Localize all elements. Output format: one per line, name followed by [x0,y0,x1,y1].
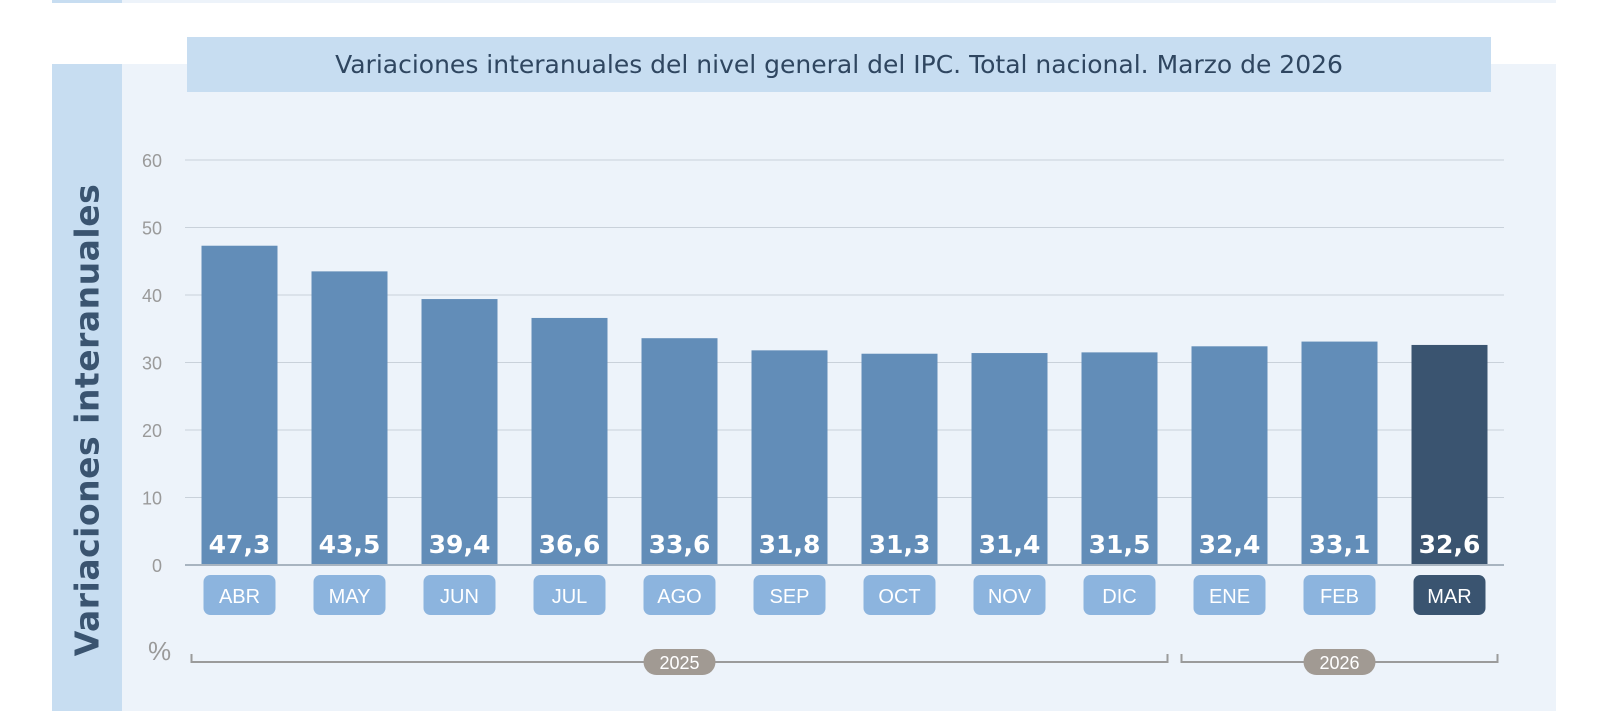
year-badge [643,649,716,675]
bar [751,350,828,565]
bar [531,317,608,565]
year-label: 2025 [659,653,699,673]
x-tick-label: NOV [988,586,1032,608]
category-pill [973,575,1046,615]
category-pill [1413,575,1486,615]
category-pill [423,575,496,615]
bar [641,338,718,565]
bar [1081,352,1158,565]
y-tick-label: 40 [142,286,162,306]
bar [1191,346,1268,565]
x-tick-label: MAY [329,586,371,608]
x-tick-label: ENE [1209,586,1250,608]
bar [1411,344,1488,565]
x-tick-label: OCT [878,586,920,608]
category-pill [1083,575,1156,615]
x-tick-label: AGO [657,586,701,608]
category-pill [1303,575,1376,615]
data-label: 32,4 [1199,530,1261,559]
bar [861,353,938,565]
data-label: 33,1 [1309,530,1371,559]
x-tick-label: MAR [1427,586,1471,608]
top-rule-accent [52,0,122,3]
category-pill [533,575,606,615]
x-tick-label: ABR [219,586,260,608]
year-label: 2026 [1319,653,1359,673]
chart-title: Variaciones interanuales del nivel gener… [335,50,1343,79]
data-label: 31,4 [979,530,1041,559]
y-unit-label: % [148,636,171,666]
data-label: 31,8 [759,530,821,559]
data-label: 36,6 [539,530,601,559]
y-tick-label: 10 [142,489,162,509]
category-pill [203,575,276,615]
y-tick-label: 20 [142,421,162,441]
x-tick-label: JUL [552,586,588,608]
category-pill [643,575,716,615]
y-tick-label: 30 [142,354,162,374]
data-label: 31,3 [869,530,931,559]
data-label: 43,5 [319,530,381,559]
category-pill [313,575,386,615]
y-tick-label: 0 [152,556,162,576]
year-badge [1303,649,1376,675]
data-label: 47,3 [209,530,271,559]
bar [971,353,1048,565]
data-label: 39,4 [429,530,491,559]
bar [311,271,388,565]
top-rule [52,0,1556,3]
category-pill [863,575,936,615]
bar [201,245,278,565]
bar [421,299,498,565]
category-pill [1193,575,1266,615]
x-tick-label: SEP [769,586,809,608]
y-tick-label: 60 [142,151,162,171]
bar [1301,341,1378,565]
side-band [52,64,122,711]
category-pill [753,575,826,615]
y-tick-label: 50 [142,219,162,239]
x-tick-label: FEB [1320,586,1359,608]
chart-title-box: Variaciones interanuales del nivel gener… [187,37,1491,92]
data-label: 33,6 [649,530,711,559]
x-tick-label: DIC [1102,586,1136,608]
data-label: 32,6 [1419,530,1481,559]
x-tick-label: JUN [440,586,479,608]
data-label: 31,5 [1089,530,1151,559]
